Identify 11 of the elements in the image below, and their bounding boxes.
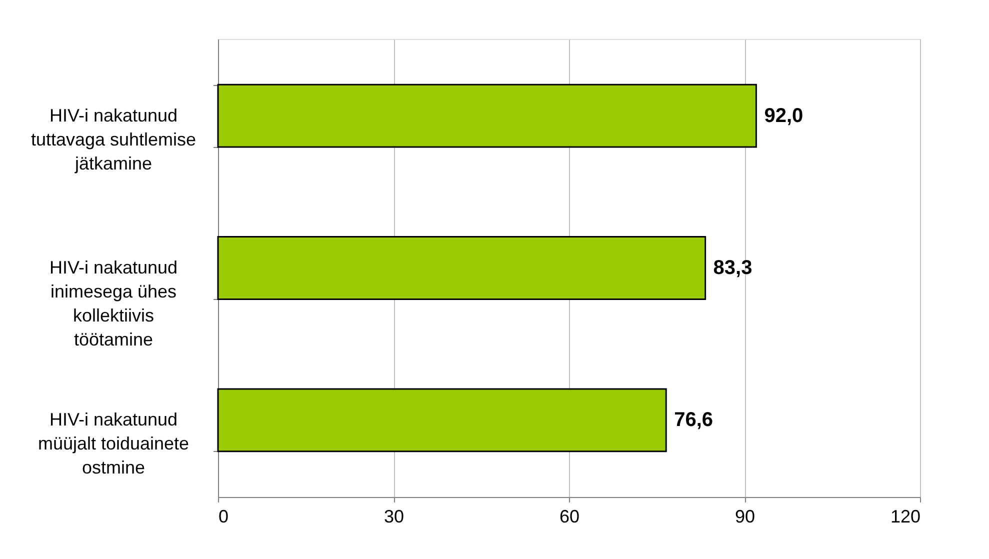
- data-label: 92,0: [764, 104, 804, 127]
- y-tick-label: HIV-i nakatunud müüjalt toiduainete ostmine: [38, 410, 190, 478]
- y-tick-label: HIV-i nakatunud tuttavaga suhtlemise jätkamine: [30, 105, 196, 174]
- data-label: 83,3: [713, 257, 752, 279]
- y-tick-label: HIV-i nakatunud inimesega ühes kollektiivis töötamine: [49, 258, 178, 350]
- x-tick-label: 60: [559, 506, 580, 526]
- x-tick-label: 120: [890, 506, 920, 526]
- x-tick-label: 0: [218, 506, 229, 526]
- x-tick-label: 30: [384, 506, 404, 526]
- x-tick-label: 90: [734, 506, 756, 526]
- data-label: 76,6: [674, 409, 714, 432]
